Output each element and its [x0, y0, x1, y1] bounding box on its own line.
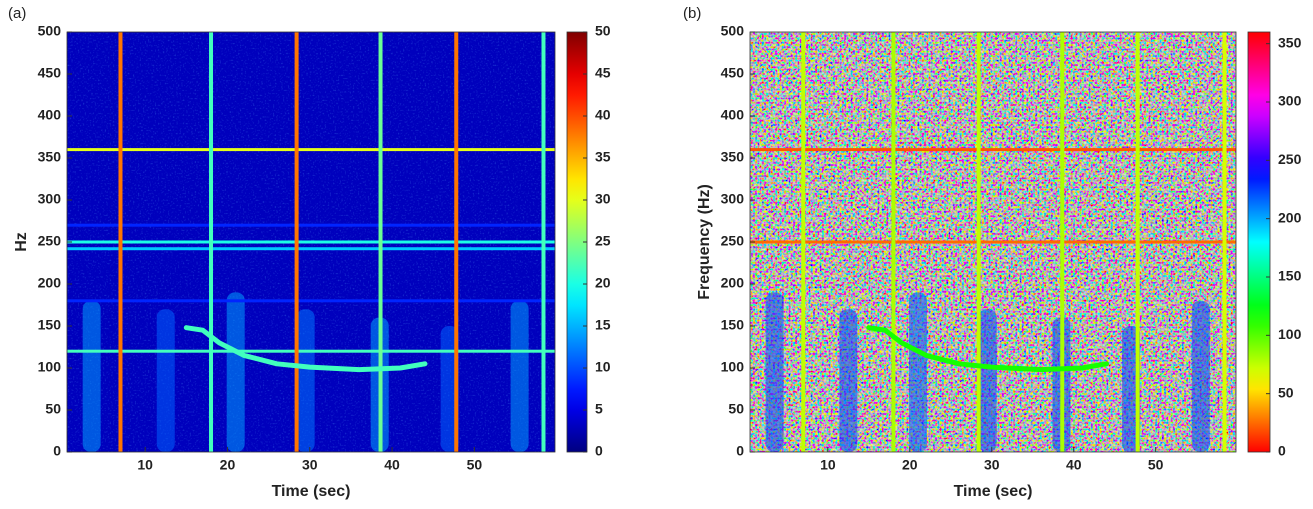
- y-tick-label: 350: [721, 149, 745, 165]
- x-tick-label: 50: [1148, 457, 1164, 473]
- x-tick-label: 30: [302, 457, 318, 473]
- y-tick-label: 300: [38, 191, 62, 207]
- pulse: [118, 32, 123, 452]
- colorbar-tick-label: 0: [1278, 443, 1286, 459]
- plot-area: [67, 32, 555, 452]
- colorbar-tick-label: 50: [595, 23, 611, 39]
- colorbar-tick-label: 45: [595, 65, 611, 81]
- y-tick-label: 200: [38, 275, 62, 291]
- burst: [839, 309, 858, 452]
- y-tick-label: 250: [721, 233, 745, 249]
- pulse: [1060, 32, 1065, 452]
- y-tick-label: 500: [38, 23, 62, 39]
- x-tick-label: 10: [137, 457, 153, 473]
- y-tick-label: 400: [38, 107, 62, 123]
- x-tick-label: 40: [384, 457, 400, 473]
- y-tick-label: 100: [38, 359, 62, 375]
- pulse: [891, 32, 896, 452]
- pulse: [378, 32, 383, 452]
- tonal-line: [67, 148, 555, 152]
- y-tick-label: 200: [721, 275, 745, 291]
- colorbar-tick-label: 15: [595, 317, 611, 333]
- x-tick-label: 50: [467, 457, 483, 473]
- chirp: [866, 325, 1110, 373]
- colorbar-tick-label: 350: [1278, 34, 1302, 50]
- colorbar-tick-label: 25: [595, 233, 611, 249]
- burst: [156, 309, 175, 452]
- y-axis-label: Frequency (Hz): [696, 184, 713, 300]
- y-tick-label: 0: [53, 443, 61, 459]
- panel-label: (a): [8, 5, 26, 22]
- chirp: [183, 325, 428, 373]
- burst: [765, 292, 784, 452]
- x-axis-label: Time (sec): [272, 483, 351, 500]
- x-tick-label: 40: [1066, 457, 1082, 473]
- colorbar: [1247, 31, 1271, 453]
- pulse: [541, 32, 546, 452]
- tonal-line: [750, 240, 1236, 244]
- tonal-line: [67, 223, 555, 227]
- y-tick-label: 300: [721, 191, 745, 207]
- burst: [226, 292, 245, 452]
- colorbar-tick-label: 40: [595, 107, 611, 123]
- colorbar-tick-label: 100: [1278, 326, 1302, 342]
- burst: [1191, 300, 1210, 452]
- pulse: [454, 32, 459, 452]
- tonal-line: [67, 247, 555, 251]
- y-axis-label: Hz: [13, 232, 30, 252]
- colorbar-tick-label: 150: [1278, 268, 1302, 284]
- colorbar-tick-label: 50: [1278, 384, 1294, 400]
- burst: [82, 300, 101, 452]
- pulse: [976, 32, 981, 452]
- pulse: [294, 32, 299, 452]
- colorbar-tick-label: 300: [1278, 93, 1302, 109]
- colorbar-tick-label: 200: [1278, 209, 1302, 225]
- y-tick-label: 150: [38, 317, 62, 333]
- colorbar-tick-label: 250: [1278, 151, 1302, 167]
- burst: [510, 300, 529, 452]
- plot-area: [750, 32, 1236, 452]
- tonal-line: [67, 349, 555, 353]
- colorbar-tick-label: 0: [595, 443, 603, 459]
- colorbar-tick-label: 10: [595, 359, 611, 375]
- pulse: [1222, 32, 1227, 452]
- tonal-line: [67, 299, 555, 303]
- burst: [909, 292, 928, 452]
- panel-label: (b): [683, 5, 701, 22]
- y-tick-label: 50: [728, 401, 744, 417]
- y-tick-label: 450: [38, 65, 62, 81]
- pulse: [209, 32, 214, 452]
- x-tick-label: 20: [220, 457, 236, 473]
- x-tick-label: 30: [984, 457, 1000, 473]
- y-tick-label: 500: [721, 23, 745, 39]
- x-tick-label: 10: [820, 457, 836, 473]
- burst: [978, 309, 997, 452]
- y-tick-label: 0: [736, 443, 744, 459]
- y-tick-label: 450: [721, 65, 745, 81]
- y-tick-label: 100: [721, 359, 745, 375]
- y-tick-label: 50: [45, 401, 61, 417]
- y-tick-label: 150: [721, 317, 745, 333]
- tonal-line: [750, 148, 1236, 152]
- burst: [296, 309, 315, 452]
- burst: [440, 326, 459, 452]
- y-tick-label: 250: [38, 233, 62, 249]
- y-tick-label: 400: [721, 107, 745, 123]
- colorbar-tick-label: 35: [595, 149, 611, 165]
- y-tick-label: 350: [38, 149, 62, 165]
- tonal-line: [67, 240, 555, 244]
- burst: [1122, 326, 1141, 452]
- colorbar-tick-label: 30: [595, 191, 611, 207]
- colorbar-tick-label: 20: [595, 275, 611, 291]
- x-tick-label: 20: [902, 457, 918, 473]
- colorbar-tick-label: 5: [595, 401, 603, 417]
- x-axis-label: Time (sec): [954, 483, 1033, 500]
- pulse: [801, 32, 806, 452]
- pulse: [1135, 32, 1140, 452]
